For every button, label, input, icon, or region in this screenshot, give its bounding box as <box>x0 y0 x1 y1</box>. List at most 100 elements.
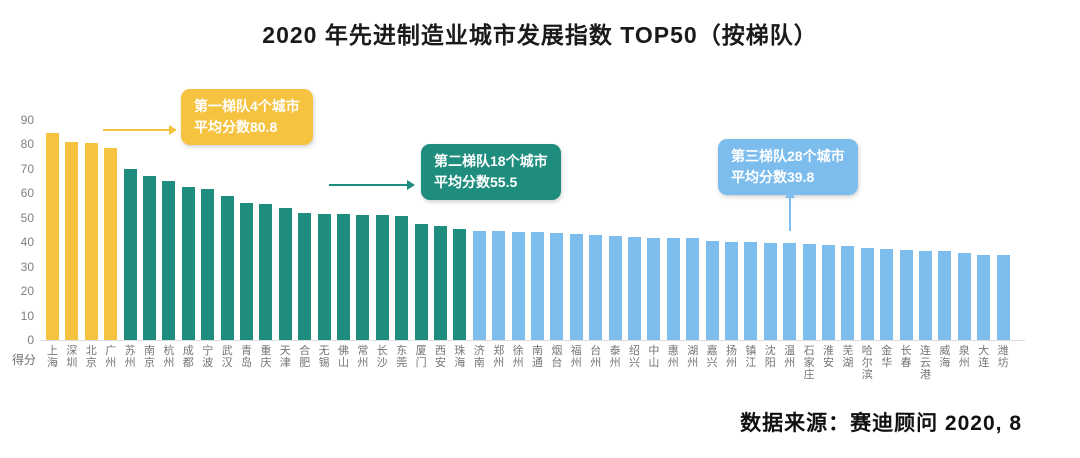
x-label-徐州: 徐州 <box>512 345 524 369</box>
x-label-沈阳: 沈阳 <box>764 345 776 369</box>
bar-无锡 <box>317 213 331 340</box>
y-tick-20: 20 <box>20 284 34 298</box>
x-label-西安: 西安 <box>435 345 446 369</box>
bar-南京 <box>143 176 156 340</box>
bar-湖州 <box>686 238 700 340</box>
x-label-湖州: 湖州 <box>687 345 699 369</box>
x-label-青岛: 青岛 <box>241 345 252 369</box>
x-label-天津: 天津 <box>279 345 291 369</box>
bar-石家庄 <box>802 243 816 340</box>
x-label-金华: 金华 <box>881 345 893 369</box>
bar-惠州 <box>666 238 680 340</box>
data-source: 数据来源：赛迪顾问 2020, 8 <box>740 412 1022 435</box>
x-label-上海: 上海 <box>47 345 58 369</box>
y-tick-10: 10 <box>20 308 34 323</box>
x-label-成都: 成都 <box>182 345 194 369</box>
x-label-泰州: 泰州 <box>609 345 621 369</box>
bar-泉州 <box>957 252 971 340</box>
bar-哈尔滨 <box>860 247 874 340</box>
x-label-台州: 台州 <box>590 345 602 369</box>
x-label-北京: 北京 <box>85 345 97 369</box>
x-label-威海: 威海 <box>939 345 951 369</box>
x-label-南通: 南通 <box>532 345 543 369</box>
bar-潍坊 <box>996 255 1010 340</box>
x-label-绍兴: 绍兴 <box>629 345 640 369</box>
bar-福州 <box>569 234 583 340</box>
x-label-无锡: 无锡 <box>318 345 330 369</box>
callout-tier2: 第二梯队18个城市 平均分数55.5 <box>421 144 561 200</box>
bar-镇江 <box>744 241 758 340</box>
bar-西安 <box>434 226 447 340</box>
x-label-镇江: 镇江 <box>745 345 757 369</box>
x-label-厦门: 厦门 <box>415 345 427 369</box>
y-tick-50: 50 <box>20 210 34 225</box>
bar-台州 <box>589 235 603 340</box>
bar-苏州 <box>123 168 137 340</box>
callout-tier3-line2: 平均分数39.8 <box>731 169 815 185</box>
callout-tier1: 第一梯队4个城市 平均分数80.8 <box>181 89 313 145</box>
x-label-常州: 常州 <box>357 345 369 369</box>
bar-济南 <box>472 230 486 340</box>
bar-扬州 <box>725 241 738 340</box>
x-label-石家庄: 石家庄 <box>803 345 815 381</box>
y-axis: 0 10 20 30 40 50 60 70 80 90 <box>4 112 34 348</box>
bar-郑州 <box>492 230 506 340</box>
y-tick-60: 60 <box>20 186 34 200</box>
bar-佛山 <box>337 214 350 340</box>
bar-成都 <box>181 187 195 340</box>
x-label-中山: 中山 <box>648 345 660 369</box>
callout-tier3: 第三梯队28个城市 平均分数39.8 <box>718 139 858 195</box>
x-label-哈尔滨: 哈尔滨 <box>861 345 873 381</box>
x-label-苏州: 苏州 <box>124 345 136 369</box>
tier1-arrow-icon <box>103 125 177 135</box>
bar-深圳 <box>65 141 79 340</box>
y-tick-0: 0 <box>27 333 34 347</box>
plot-area: 0 10 20 30 40 50 60 70 80 90 <box>21 112 1025 347</box>
bar-芜湖 <box>841 245 855 340</box>
bar-宁波 <box>201 188 215 340</box>
bar-青岛 <box>240 203 253 340</box>
bar-广州 <box>104 147 118 340</box>
bar-烟台 <box>550 233 564 340</box>
x-label-佛山: 佛山 <box>338 345 349 369</box>
y-tick-80: 80 <box>20 137 34 151</box>
x-label-宁波: 宁波 <box>202 345 214 369</box>
x-label-淮安: 淮安 <box>823 345 834 369</box>
x-label-南京: 南京 <box>144 345 155 369</box>
x-label-烟台: 烟台 <box>551 345 563 369</box>
y-tick-90: 90 <box>20 112 34 127</box>
x-label-珠海: 珠海 <box>454 345 466 369</box>
bar-北京 <box>84 143 98 340</box>
tier3-arrow-icon <box>785 190 795 231</box>
bar-徐州 <box>511 231 525 340</box>
x-label-重庆: 重庆 <box>260 345 272 369</box>
callout-tier2-line2: 平均分数55.5 <box>434 174 518 190</box>
x-label-大连: 大连 <box>978 345 990 369</box>
bar-长春 <box>899 249 913 340</box>
bar-合肥 <box>298 213 312 340</box>
bar-长沙 <box>375 215 389 340</box>
x-label-温州: 温州 <box>784 345 796 369</box>
y-tick-30: 30 <box>20 259 34 274</box>
x-axis-labels: 上海 深圳 北京 广州 苏州 南京 杭州 成都 宁波 武汉 青岛 重庆 天津 合肥 无锡 佛山 常州 长沙 东莞 厦门… <box>40 345 1040 405</box>
x-label-福州: 福州 <box>570 345 582 369</box>
bar-天津 <box>278 208 292 340</box>
x-label-东莞: 东莞 <box>396 345 408 369</box>
x-label-泉州: 泉州 <box>958 345 970 369</box>
callout-tier3-line1: 第三梯队28个城市 <box>731 148 845 164</box>
bar-武汉 <box>220 196 234 340</box>
bar-上海 <box>46 133 59 340</box>
bar-淮安 <box>822 244 835 340</box>
bar-东莞 <box>395 215 409 340</box>
bar-珠海 <box>453 228 467 340</box>
bar-嘉兴 <box>705 240 719 340</box>
x-label-武汉: 武汉 <box>221 345 233 369</box>
bar-大连 <box>977 254 991 340</box>
tier2-arrow-icon <box>329 180 415 190</box>
bar-沈阳 <box>763 242 777 340</box>
x-label-深圳: 深圳 <box>66 345 78 369</box>
bar-绍兴 <box>628 236 641 340</box>
x-label-杭州: 杭州 <box>163 345 175 369</box>
x-label-济南: 济南 <box>473 345 485 369</box>
